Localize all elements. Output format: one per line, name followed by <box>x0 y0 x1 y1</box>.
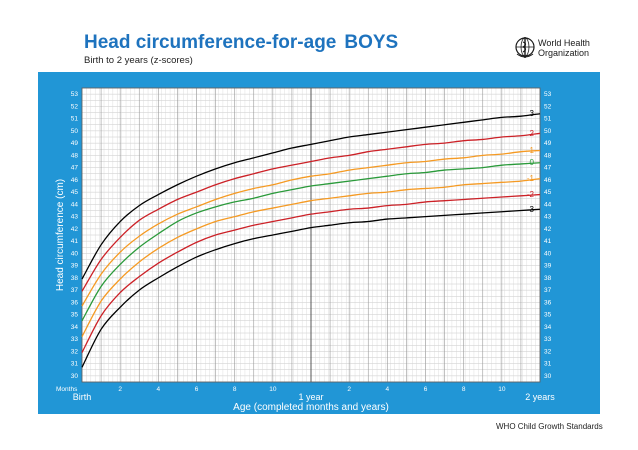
y-tick-label-left: 49 <box>71 140 79 147</box>
x-tick-label: 8 <box>462 386 466 393</box>
y-tick-label-right: 30 <box>544 373 552 380</box>
y-tick-label-left: 31 <box>71 361 79 368</box>
y-tick-label-left: 48 <box>71 152 79 159</box>
x-unit-label: Months <box>56 386 78 393</box>
y-axis-label: Head circumference (cm) <box>55 179 66 291</box>
series-line-z-3 <box>81 208 541 368</box>
y-tick-label-left: 40 <box>71 250 79 257</box>
y-tick-label-right: 53 <box>544 91 552 98</box>
series-label-z1: 1 <box>530 146 535 155</box>
y-tick-label-left: 34 <box>71 324 79 331</box>
y-tick-label-right: 45 <box>544 189 552 196</box>
y-tick-label-right: 44 <box>544 201 552 208</box>
x-tick-label: 4 <box>386 386 390 393</box>
chart-title: Head circumference-for-age BOYS <box>84 32 398 54</box>
y-tick-label-left: 39 <box>71 263 79 270</box>
series-line-z1 <box>81 149 541 307</box>
y-tick-label-left: 36 <box>71 299 79 306</box>
y-tick-label-right: 47 <box>544 165 552 172</box>
y-tick-label-left: 44 <box>71 201 79 208</box>
y-tick-label-left: 43 <box>71 214 79 221</box>
plot-border <box>81 87 541 383</box>
x-tick-label: 4 <box>157 386 161 393</box>
y-tick-label-left: 42 <box>71 226 79 233</box>
series-label-z3: 3 <box>530 109 535 118</box>
y-tick-label-right: 43 <box>544 214 552 221</box>
y-tick-label-right: 51 <box>544 116 552 123</box>
y-tick-label-right: 37 <box>544 287 552 294</box>
series-line-z-1 <box>81 178 541 337</box>
who-name-line2: Organization <box>538 48 590 58</box>
x-tick-label: 2 <box>347 386 351 393</box>
y-tick-label-right: 39 <box>544 263 552 270</box>
y-tick-label-right: 31 <box>544 361 552 368</box>
y-tick-label-right: 38 <box>544 275 552 282</box>
y-tick-label-right: 40 <box>544 250 552 257</box>
y-tick-label-left: 52 <box>71 103 79 110</box>
y-tick-label-left: 33 <box>71 336 79 343</box>
y-tick-label-right: 48 <box>544 152 552 159</box>
x-milestone-label: 2 years <box>525 392 555 402</box>
who-emblem-icon <box>515 37 535 58</box>
series-label-z2: 2 <box>530 129 535 138</box>
y-tick-label-left: 30 <box>71 373 79 380</box>
y-tick-label-left: 37 <box>71 287 79 294</box>
who-logo: World Health Organization <box>514 36 624 62</box>
x-tick-label: 6 <box>195 386 199 393</box>
y-tick-label-left: 45 <box>71 189 79 196</box>
x-tick-label: 6 <box>424 386 428 393</box>
x-milestone-label: 1 year <box>298 392 323 402</box>
series-label-z-2: -2 <box>527 190 535 199</box>
x-milestone-label: Birth <box>73 392 92 402</box>
y-tick-label-right: 33 <box>544 336 552 343</box>
x-tick-label: 8 <box>233 386 237 393</box>
y-tick-label-right: 52 <box>544 103 552 110</box>
y-tick-label-right: 36 <box>544 299 552 306</box>
y-tick-label-right: 49 <box>544 140 552 147</box>
grid-layer <box>81 87 541 383</box>
y-tick-label-left: 38 <box>71 275 79 282</box>
series-line-z2 <box>81 132 541 292</box>
series-line-z3 <box>81 113 541 280</box>
y-tick-label-left: 35 <box>71 312 79 319</box>
who-name: World Health Organization <box>538 38 590 58</box>
y-tick-label-right: 32 <box>544 348 552 355</box>
y-tick-label-left: 47 <box>71 165 79 172</box>
series-label-z0: 0 <box>530 158 535 167</box>
y-tick-label-left: 41 <box>71 238 79 245</box>
y-tick-label-right: 42 <box>544 226 552 233</box>
title-main: Head circumference-for-age <box>84 32 337 53</box>
series-label-z-1: -1 <box>527 174 535 183</box>
y-tick-label-left: 50 <box>71 128 79 135</box>
y-tick-label-right: 50 <box>544 128 552 135</box>
y-tick-label-right: 34 <box>544 324 552 331</box>
y-tick-label-left: 32 <box>71 348 79 355</box>
series-label-z-3: -3 <box>527 205 535 214</box>
y-tick-label-left: 53 <box>71 91 79 98</box>
series-line-z-2 <box>81 193 541 353</box>
x-axis-label: Age (completed months and years) <box>233 402 389 413</box>
footer-source: WHO Child Growth Standards <box>496 422 603 431</box>
x-tick-label: 2 <box>118 386 122 393</box>
y-tick-label-right: 41 <box>544 238 552 245</box>
who-name-line1: World Health <box>538 38 590 48</box>
series-layer: 3 2 1 0 -1 -2 -3 <box>81 109 541 368</box>
y-tick-label-left: 46 <box>71 177 79 184</box>
y-tick-label-right: 46 <box>544 177 552 184</box>
x-tick-label: 10 <box>269 386 277 393</box>
series-line-z0 <box>81 162 541 322</box>
x-tick-label: 10 <box>498 386 506 393</box>
chart-subtitle: Birth to 2 years (z-scores) <box>84 55 193 66</box>
y-tick-label-left: 51 <box>71 116 79 123</box>
y-tick-label-right: 35 <box>544 312 552 319</box>
title-sex: BOYS <box>344 32 399 53</box>
